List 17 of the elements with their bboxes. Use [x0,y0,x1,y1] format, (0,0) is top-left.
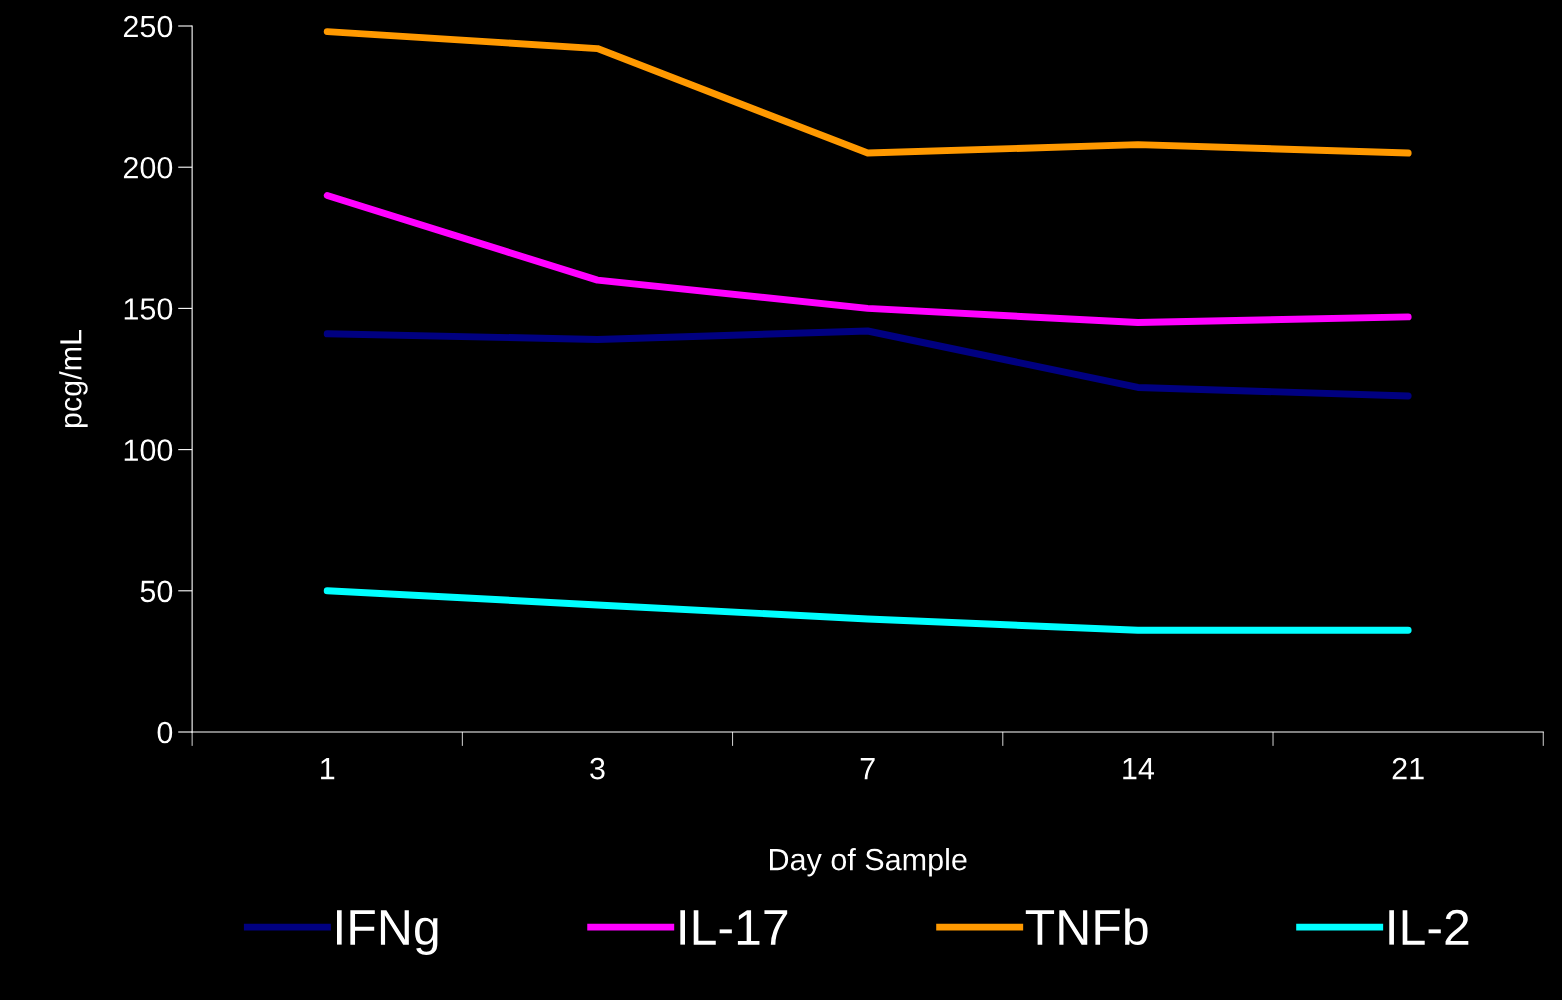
y-tick-label: 50 [140,580,173,603]
x-axis-title: Day of Sample [770,847,967,877]
y-tick-label: 100 [124,439,173,461]
legend-label: IL-2 [1389,909,1469,945]
x-tick-label: 21 [1392,757,1424,780]
x-tick-label: 1 [321,758,335,780]
y-tick-label: 0 [157,721,173,744]
x-tick-label: 3 [590,757,605,780]
x-tick-label: 7 [860,758,875,780]
y-tick-label: 200 [123,156,173,179]
legend-label: IFNg [337,910,438,955]
legend-label: TNFb [1025,908,1148,946]
y-axis-title: pcg/mL [59,329,88,428]
y-tick-label: 250 [123,15,173,38]
x-tick-label: 14 [1123,758,1155,780]
y-tick-label: 150 [124,298,173,320]
legend-label: IL-17 [680,910,788,945]
